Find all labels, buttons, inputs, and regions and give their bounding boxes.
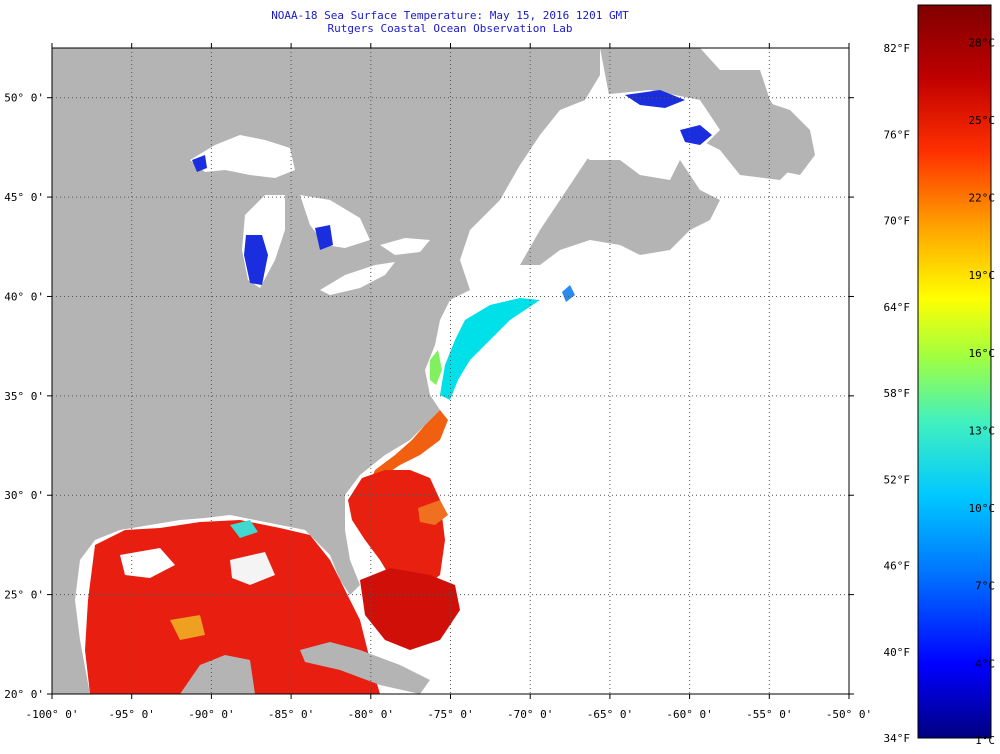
colorbar-c-label: 25°C (969, 114, 996, 127)
lake-erie (320, 262, 395, 295)
lon-label: -100° 0' (26, 708, 79, 721)
lon-label: -75° 0' (427, 708, 473, 721)
lake-superior-cold (192, 155, 207, 172)
colorbar-f-label: 76°F (884, 128, 911, 141)
sst-offshore-orange (418, 500, 448, 525)
gulf-st-lawrence-ice (625, 90, 685, 108)
sst-gulf-patch-cyan (230, 520, 258, 538)
sst-gulf-patch-yellow (170, 615, 205, 640)
map-title: NOAA-18 Sea Surface Temperature: May 15,… (271, 9, 629, 22)
land-yucatan (180, 655, 255, 694)
colorbar-f-label: 70°F (884, 215, 911, 228)
colorbar-c-label: 28°C (969, 36, 996, 49)
sst-gulf-patch-light (120, 548, 175, 578)
sst-chesapeake (430, 350, 442, 385)
colorbar-f-label: 46°F (884, 560, 911, 573)
colorbar-c-label: 7°C (975, 580, 995, 593)
colorbar-fahrenheit-labels: 82°F 76°F 70°F 64°F 58°F 52°F 46°F 40°F 34°F (884, 42, 911, 745)
colorbar-f-label: 64°F (884, 301, 911, 314)
land-newfoundland (730, 100, 815, 175)
lon-label: -95° 0' (109, 708, 155, 721)
lat-label: 40° 0' (4, 290, 44, 303)
lat-label: 20° 0' (4, 688, 44, 701)
sst-gulf-patch-light2 (230, 552, 275, 585)
sst-gulf-stream-core (348, 470, 445, 590)
colorbar-c-label: 4°C (975, 657, 995, 670)
colorbar-c-label: 10°C (969, 502, 996, 515)
colorbar-c-label: 13°C (969, 424, 996, 437)
lake-ontario (380, 238, 430, 255)
colorbar-c-label: 16°C (969, 347, 996, 360)
lat-label: 45° 0' (4, 191, 44, 204)
lat-label: 35° 0' (4, 390, 44, 403)
land-cuba (300, 642, 430, 694)
latitude-labels: 20° 0' 25° 0' 30° 0' 35° 0' 40° 0' 45° 0' 50° … (4, 92, 44, 701)
lat-label: 30° 0' (4, 489, 44, 502)
colorbar-f-label: 82°F (884, 42, 911, 55)
lake-huron-cold (315, 225, 333, 250)
lake-michigan-cold (244, 235, 268, 285)
colorbar-c-label: 19°C (969, 269, 996, 282)
lon-label: -80° 0' (348, 708, 394, 721)
colorbar-c-label: 1°C (975, 734, 995, 747)
gulf-st-lawrence-ice2 (680, 125, 712, 145)
colorbar-c-label: 22°C (969, 192, 996, 205)
lon-label: -85° 0' (268, 708, 314, 721)
gulf-st-lawrence (560, 90, 720, 180)
graticule (52, 48, 849, 694)
colorbar-f-label: 34°F (884, 732, 911, 745)
lat-label: 25° 0' (4, 589, 44, 602)
sst-florida-straits (360, 568, 460, 650)
lon-label: -55° 0' (746, 708, 792, 721)
lon-label: -90° 0' (188, 708, 234, 721)
lon-label: -65° 0' (587, 708, 633, 721)
sst-gulf-stream (370, 410, 448, 482)
colorbar-f-label: 52°F (884, 473, 911, 486)
colorbar-celsius-labels: 28°C 25°C 22°C 19°C 16°C 13°C 10°C 7°C 4°C 1°C (969, 36, 996, 747)
lon-label: -50° 0' (826, 708, 872, 721)
sst-shelf-blue (562, 285, 575, 302)
sst-mid-atlantic (440, 298, 540, 400)
colorbar-f-label: 40°F (884, 646, 911, 659)
lat-label: 50° 0' (4, 92, 44, 105)
lon-label: -60° 0' (666, 708, 712, 721)
map-subtitle: Rutgers Coastal Ocean Observation Lab (327, 22, 573, 35)
lon-label: -70° 0' (507, 708, 553, 721)
frame-ticks (47, 43, 854, 699)
colorbar (917, 4, 992, 739)
lake-superior (190, 135, 295, 178)
colorbar-f-label: 58°F (884, 387, 911, 400)
land-north-america (52, 48, 600, 694)
longitude-labels: -100° 0' -95° 0' -90° 0' -85° 0' -80° 0' -75°… (26, 708, 873, 721)
